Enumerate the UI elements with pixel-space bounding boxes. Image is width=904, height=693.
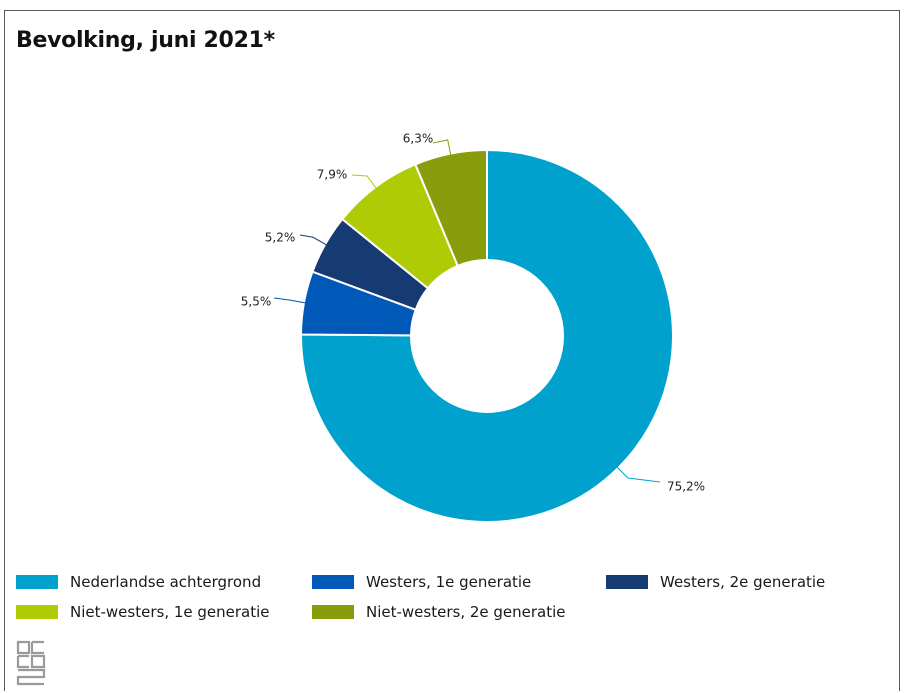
legend-item: Westers, 2e generatie [606,572,825,592]
leader-line [299,234,328,246]
slice-label: 7,9% [317,168,348,182]
legend-swatch [16,575,58,589]
legend-label: Westers, 1e generatie [366,573,532,591]
slice-label: 6,3% [403,132,434,146]
chart-title: Bevolking, juni 2021* [16,28,275,53]
legend-swatch [606,575,648,589]
chart-frame [4,10,900,691]
legend-label: Niet-westers, 1e generatie [70,603,270,621]
legend-item: Niet-westers, 2e generatie [312,602,566,622]
legend-item: Nederlandse achtergrond [16,572,261,592]
legend-item: Westers, 1e generatie [312,572,531,592]
slice-niet-westers-2e-generatie [414,148,488,268]
legend-swatch [312,575,354,589]
slice-label: 75,2% [667,480,705,494]
slice-label: 5,2% [265,231,296,245]
legend-label: Westers, 2e generatie [660,573,826,591]
legend-label: Niet-westers, 2e generatie [366,603,566,621]
legend-label: Nederlandse achtergrond [70,573,262,591]
legend-swatch [16,605,58,619]
legend-item: Niet-westers, 1e generatie [16,602,270,622]
leader-line [616,466,661,483]
slice-label: 5,5% [241,295,272,309]
leader-line [432,139,452,156]
legend-swatch [312,605,354,619]
slice-nederlandse-achtergrond [300,148,674,523]
leader-line [273,297,307,304]
leader-line [351,174,378,190]
cbs-logo-icon [15,640,47,690]
